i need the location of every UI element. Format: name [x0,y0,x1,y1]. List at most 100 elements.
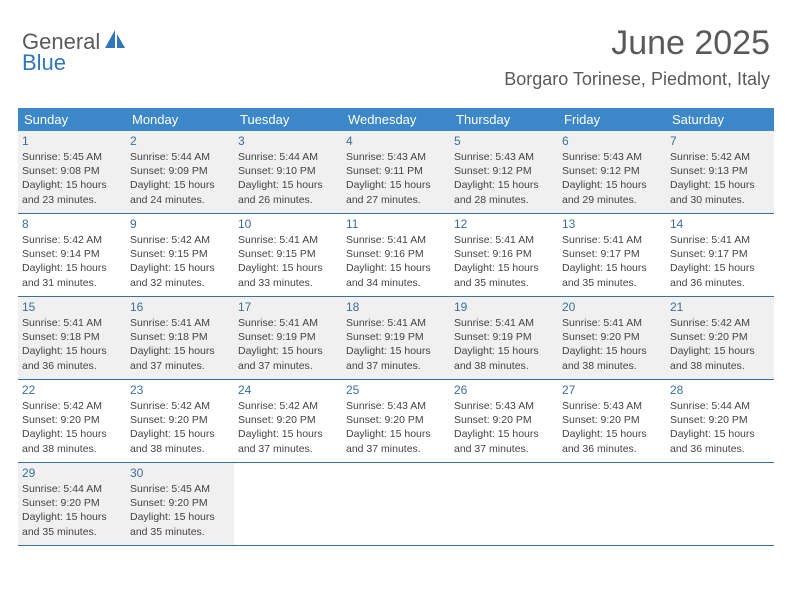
location: Borgaro Torinese, Piedmont, Italy [504,69,770,90]
day-cell: 1 Sunrise: 5:45 AMSunset: 9:08 PMDaylight… [18,131,126,213]
day-details: Sunrise: 5:44 AMSunset: 9:10 PMDaylight:… [238,150,338,207]
day-details: Sunrise: 5:43 AMSunset: 9:12 PMDaylight:… [454,150,554,207]
day-details: Sunrise: 5:41 AMSunset: 9:19 PMDaylight:… [238,316,338,373]
day-details: Sunrise: 5:43 AMSunset: 9:12 PMDaylight:… [562,150,662,207]
day-cell: 7Sunrise: 5:42 AMSunset: 9:13 PMDaylight… [666,131,774,213]
day-number: 13 [562,217,662,231]
day-cell: 24 Sunrise: 5:42 AMSunset: 9:20 PMDayligh… [234,380,342,462]
day-cell: 29 Sunrise: 5:44 AMSunset: 9:20 PMDayligh… [18,463,126,545]
day-number: 21 [670,300,770,314]
day-cell: 14Sunrise: 5:41 AMSunset: 9:17 PMDayligh… [666,214,774,296]
empty-cell [234,463,342,545]
empty-cell [342,463,450,545]
day-header-tuesday: Tuesday [234,108,342,131]
day-details: Sunrise: 5:45 AMSunset: 9:08 PMDaylight:… [22,150,122,207]
day-number: 22 [22,383,122,397]
day-cell: 25 Sunrise: 5:43 AMSunset: 9:20 PMDayligh… [342,380,450,462]
day-cell: 9 Sunrise: 5:42 AMSunset: 9:15 PMDaylight… [126,214,234,296]
day-details: Sunrise: 5:41 AMSunset: 9:17 PMDaylight:… [562,233,662,290]
day-details: Sunrise: 5:42 AMSunset: 9:14 PMDaylight:… [22,233,122,290]
week-row: 22 Sunrise: 5:42 AMSunset: 9:20 PMDayligh… [18,380,774,463]
day-details: Sunrise: 5:44 AMSunset: 9:20 PMDaylight:… [22,482,122,539]
day-cell: 23 Sunrise: 5:42 AMSunset: 9:20 PMDayligh… [126,380,234,462]
day-number: 30 [130,466,230,480]
day-number: 25 [346,383,446,397]
day-details: Sunrise: 5:42 AMSunset: 9:20 PMDaylight:… [238,399,338,456]
day-number: 26 [454,383,554,397]
header: June 2025 Borgaro Torinese, Piedmont, It… [504,24,770,90]
day-number: 2 [130,134,230,148]
day-number: 5 [454,134,554,148]
day-cell: 21 Sunrise: 5:42 AMSunset: 9:20 PMDayligh… [666,297,774,379]
day-number: 29 [22,466,122,480]
day-details: Sunrise: 5:41 AMSunset: 9:17 PMDaylight:… [670,233,770,290]
day-cell: 3 Sunrise: 5:44 AMSunset: 9:10 PMDaylight… [234,131,342,213]
day-number: 20 [562,300,662,314]
day-cell: 19 Sunrise: 5:41 AMSunset: 9:19 PMDayligh… [450,297,558,379]
day-cell: 16 Sunrise: 5:41 AMSunset: 9:18 PMDayligh… [126,297,234,379]
day-details: Sunrise: 5:41 AMSunset: 9:16 PMDaylight:… [454,233,554,290]
day-number: 27 [562,383,662,397]
day-cell: 11 Sunrise: 5:41 AMSunset: 9:16 PMDayligh… [342,214,450,296]
day-number: 28 [670,383,770,397]
weeks-container: 1 Sunrise: 5:45 AMSunset: 9:08 PMDaylight… [18,131,774,546]
day-number: 16 [130,300,230,314]
day-cell: 12 Sunrise: 5:41 AMSunset: 9:16 PMDayligh… [450,214,558,296]
day-details: Sunrise: 5:42 AMSunset: 9:20 PMDaylight:… [130,399,230,456]
empty-cell [450,463,558,545]
day-cell: 26 Sunrise: 5:43 AMSunset: 9:20 PMDayligh… [450,380,558,462]
day-number: 10 [238,217,338,231]
day-header-thursday: Thursday [450,108,558,131]
week-row: 1 Sunrise: 5:45 AMSunset: 9:08 PMDaylight… [18,131,774,214]
day-details: Sunrise: 5:43 AMSunset: 9:20 PMDaylight:… [454,399,554,456]
day-number: 9 [130,217,230,231]
day-cell: 10Sunrise: 5:41 AMSunset: 9:15 PMDayligh… [234,214,342,296]
day-details: Sunrise: 5:41 AMSunset: 9:18 PMDaylight:… [130,316,230,373]
logo-word-2: Blue [22,50,66,76]
empty-cell [666,463,774,545]
day-cell: 30Sunrise: 5:45 AMSunset: 9:20 PMDayligh… [126,463,234,545]
day-details: Sunrise: 5:42 AMSunset: 9:20 PMDaylight:… [670,316,770,373]
day-cell: 27 Sunrise: 5:43 AMSunset: 9:20 PMDayligh… [558,380,666,462]
day-cell: 22 Sunrise: 5:42 AMSunset: 9:20 PMDayligh… [18,380,126,462]
day-number: 23 [130,383,230,397]
day-cell: 2 Sunrise: 5:44 AMSunset: 9:09 PMDaylight… [126,131,234,213]
logo-sail-icon [103,28,127,55]
day-number: 6 [562,134,662,148]
day-details: Sunrise: 5:42 AMSunset: 9:20 PMDaylight:… [22,399,122,456]
day-number: 4 [346,134,446,148]
day-details: Sunrise: 5:41 AMSunset: 9:16 PMDaylight:… [346,233,446,290]
day-cell: 6 Sunrise: 5:43 AMSunset: 9:12 PMDaylight… [558,131,666,213]
logo: General Blue [22,28,127,55]
week-row: 8Sunrise: 5:42 AMSunset: 9:14 PMDaylight… [18,214,774,297]
day-header-saturday: Saturday [666,108,774,131]
day-details: Sunrise: 5:43 AMSunset: 9:20 PMDaylight:… [562,399,662,456]
day-cell: 20 Sunrise: 5:41 AMSunset: 9:20 PMDayligh… [558,297,666,379]
day-number: 12 [454,217,554,231]
day-details: Sunrise: 5:44 AMSunset: 9:09 PMDaylight:… [130,150,230,207]
day-details: Sunrise: 5:42 AMSunset: 9:13 PMDaylight:… [670,150,770,207]
day-cell: 17 Sunrise: 5:41 AMSunset: 9:19 PMDayligh… [234,297,342,379]
week-row: 15Sunrise: 5:41 AMSunset: 9:18 PMDayligh… [18,297,774,380]
day-header-monday: Monday [126,108,234,131]
day-header-wednesday: Wednesday [342,108,450,131]
day-cell: 18Sunrise: 5:41 AMSunset: 9:19 PMDayligh… [342,297,450,379]
day-number: 3 [238,134,338,148]
empty-cell [558,463,666,545]
day-cell: 13 Sunrise: 5:41 AMSunset: 9:17 PMDayligh… [558,214,666,296]
day-header-sunday: Sunday [18,108,126,131]
day-header-friday: Friday [558,108,666,131]
day-details: Sunrise: 5:41 AMSunset: 9:19 PMDaylight:… [346,316,446,373]
day-number: 1 [22,134,122,148]
day-number: 24 [238,383,338,397]
day-details: Sunrise: 5:44 AMSunset: 9:20 PMDaylight:… [670,399,770,456]
day-details: Sunrise: 5:42 AMSunset: 9:15 PMDaylight:… [130,233,230,290]
day-number: 19 [454,300,554,314]
calendar: SundayMondayTuesdayWednesdayThursdayFrid… [18,108,774,546]
day-number: 17 [238,300,338,314]
day-details: Sunrise: 5:43 AMSunset: 9:20 PMDaylight:… [346,399,446,456]
day-number: 11 [346,217,446,231]
day-details: Sunrise: 5:43 AMSunset: 9:11 PMDaylight:… [346,150,446,207]
day-details: Sunrise: 5:41 AMSunset: 9:20 PMDaylight:… [562,316,662,373]
day-details: Sunrise: 5:41 AMSunset: 9:19 PMDaylight:… [454,316,554,373]
